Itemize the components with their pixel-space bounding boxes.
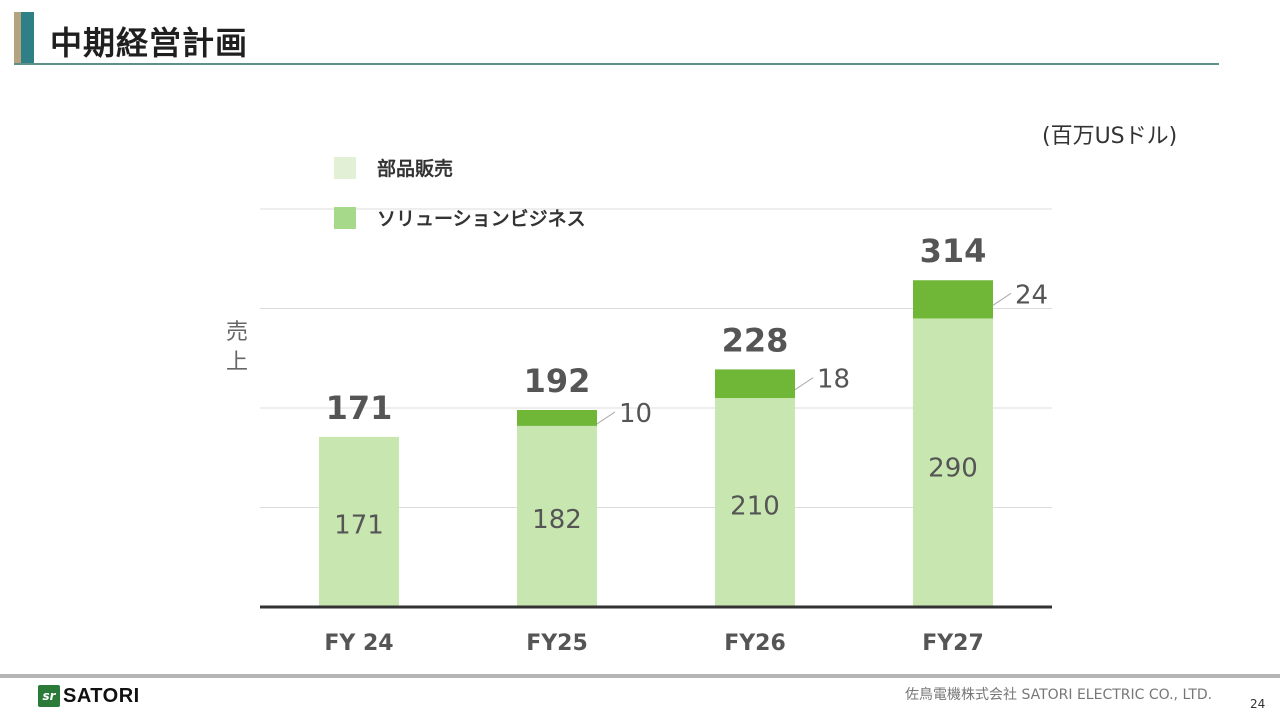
- company-logo: sr SATORI: [38, 684, 140, 708]
- logo-mark-icon: sr: [38, 685, 60, 707]
- legend-label: ソリューションビジネス: [377, 208, 586, 230]
- leader-line: [794, 377, 814, 391]
- bar-top-segment: [913, 280, 993, 319]
- title-accent-bar: [14, 12, 36, 64]
- bar-total-label: 192: [524, 362, 591, 400]
- unit-label: (百万USドル): [1042, 124, 1178, 149]
- footer-divider: [0, 674, 1280, 678]
- page-number: 24: [1250, 697, 1266, 711]
- y-axis-label-char: 上: [225, 350, 248, 375]
- bar-base-value-label: 171: [334, 510, 384, 540]
- title-accent-tan: [14, 12, 21, 64]
- leader-line: [992, 292, 1012, 306]
- bar-total-label: 171: [326, 389, 393, 427]
- bar-top-value-label: 18: [817, 365, 850, 395]
- bar-base-value-label: 182: [532, 505, 582, 535]
- bar-base-segment: [319, 436, 399, 607]
- y-axis-label-char: 売: [225, 320, 248, 345]
- leader-line: [596, 411, 616, 425]
- bar-base-segment: [913, 318, 993, 607]
- bar-base-value-label: 290: [928, 453, 978, 483]
- x-tick-label: FY27: [922, 631, 984, 656]
- bar-top-value-label: 24: [1015, 280, 1048, 310]
- bar-top-value-label: 10: [619, 399, 652, 429]
- bar-total-label: 314: [920, 232, 987, 270]
- logo-text: SATORI: [63, 684, 140, 707]
- bar-base-value-label: 210: [730, 492, 780, 522]
- title-divider: [14, 63, 1219, 65]
- bar-top-segment: [715, 369, 795, 399]
- x-tick-label: FY 24: [324, 631, 393, 656]
- legend-swatch: [334, 207, 356, 229]
- legend-swatch: [334, 157, 356, 179]
- bar-top-segment: [517, 409, 597, 426]
- bar-total-label: 228: [722, 321, 789, 359]
- bar-base-segment: [517, 425, 597, 607]
- bar-base-segment: [715, 398, 795, 607]
- title-accent-teal: [21, 12, 34, 64]
- x-tick-label: FY25: [526, 631, 588, 656]
- x-tick-label: FY26: [724, 631, 786, 656]
- y-axis-label: 売 上: [224, 318, 250, 378]
- page-title: 中期経営計画: [50, 24, 249, 62]
- legend-label: 部品販売: [377, 157, 453, 180]
- company-name: 佐鳥電機株式会社 SATORI ELECTRIC CO., LTD.: [905, 687, 1213, 703]
